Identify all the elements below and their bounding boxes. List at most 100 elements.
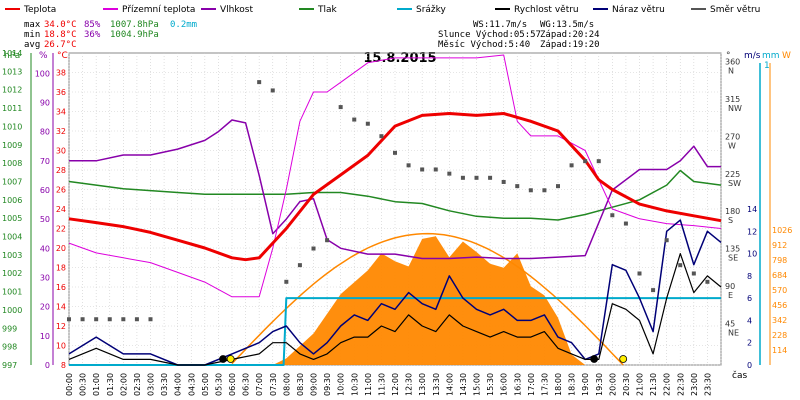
wind-dir-tick-degree: 315 — [725, 95, 740, 104]
stats-avg-temp: 26.7°C — [44, 40, 77, 50]
x-tick-label: 22:00 — [663, 373, 672, 396]
temperature-tick-label: 34 — [56, 108, 66, 117]
wind-dir-tick-compass: W — [728, 141, 736, 150]
wind-dir-tick-compass: E — [728, 291, 733, 300]
stats-min-press: 1004.9hPa — [110, 30, 159, 40]
legend-label: Směr větru — [710, 5, 760, 15]
sun-set-info: Západ:20:24 — [540, 30, 600, 40]
x-tick-label: 12:00 — [391, 373, 400, 396]
x-tick-label: 19:30 — [595, 373, 604, 396]
wind-dir-point — [705, 279, 710, 284]
moon-set-info: Západ:19:20 — [540, 40, 600, 50]
wind-dir-point — [460, 175, 465, 180]
pressure-tick-label: 1013 — [2, 67, 22, 76]
humidity-tick-label: 0 — [45, 361, 50, 370]
wind-dir-tick-compass: SE — [728, 254, 738, 263]
wind-dir-point — [637, 271, 642, 276]
radiation-tick-label: 912 — [772, 241, 787, 250]
x-tick-label: 09:00 — [310, 373, 319, 396]
temperature-tick-label: 24 — [56, 205, 66, 214]
stats-min-hum: 36% — [84, 30, 101, 40]
sun-rise-info: Slunce Východ:05:57 — [438, 30, 541, 40]
series-teplota-line — [68, 112, 722, 262]
x-tick-label: 13:00 — [418, 373, 427, 396]
humidity-tick-label: 10 — [40, 332, 50, 341]
pressure-tick-label: 1003 — [2, 251, 22, 260]
legend-label: Teplota — [23, 5, 56, 15]
x-tick-label: 08:00 — [282, 373, 291, 396]
x-tick-label: 13:30 — [432, 373, 441, 396]
sun-rise-marker — [226, 355, 235, 363]
temperature-tick-label: 26 — [56, 186, 66, 195]
x-tick-label: 12:30 — [405, 373, 414, 396]
wind-dir-point — [501, 179, 506, 184]
wind-dir-point — [365, 121, 370, 126]
legend: Teplota Přízemní teplota Vlhkost Tlak Srážky… — [5, 5, 760, 15]
x-tick-label: 18:00 — [554, 373, 563, 396]
wind-dir-point — [338, 105, 343, 110]
x-tick-label: 17:30 — [540, 373, 549, 396]
x-tick-label: 01:30 — [106, 373, 115, 396]
wind-dir-tick-compass: S — [728, 216, 733, 225]
wind-dir-point — [284, 279, 289, 284]
humidity-tick-label: 60 — [40, 186, 50, 195]
x-tick-label: 06:00 — [228, 373, 237, 396]
x-tick-label: 05:30 — [214, 373, 223, 396]
x-tick-label: 10:00 — [337, 373, 346, 396]
moon-rise-info: Měsíc Východ:5:40 — [438, 40, 530, 50]
wind-speed-axis-unit: m/s — [744, 51, 761, 61]
x-axis-label: čas — [732, 370, 747, 381]
right-axes: 360N315NW270W225SW180S135SE90E45NE141210… — [725, 57, 792, 370]
wind-dir-point — [623, 221, 628, 226]
pressure-tick-label: 1009 — [2, 141, 22, 150]
wind-dir-tick-degree: 360 — [725, 57, 740, 66]
pressure-tick-label: 1010 — [2, 122, 22, 131]
pressure-tick-label: 997 — [2, 361, 17, 370]
wind-dir-tick-compass: SW — [728, 179, 741, 188]
wind-dir-point — [325, 238, 330, 243]
wind-speed-tick-label: 14 — [747, 205, 757, 214]
wind-speed-tick-label: 6 — [747, 294, 752, 303]
x-tick-label: 11:00 — [364, 373, 373, 396]
wind-dir-point — [556, 184, 560, 189]
temperature-tick-label: 32 — [56, 127, 66, 136]
wind-dir-tick-compass: NW — [728, 104, 742, 113]
pressure-tick-label: 1014 — [2, 49, 22, 58]
wind-dir-point — [406, 163, 411, 168]
x-axis: 00:00 00:30 01:00 01:30 02:00 02:30 03:00 03:30… — [65, 373, 712, 396]
series-n-raz-v-tru-line — [68, 219, 722, 366]
wind-dir-tick-degree: 180 — [725, 207, 740, 216]
rain-axis-tick: 1 — [764, 61, 770, 71]
series-vlhkost-line — [69, 119, 721, 260]
humidity-tick-label: 50 — [40, 215, 50, 224]
wind-dir-point — [542, 188, 547, 193]
wind-dir-tick-degree: 270 — [725, 132, 740, 141]
pressure-tick-label: 1008 — [2, 159, 22, 168]
wind-dir-point — [67, 317, 71, 322]
x-tick-label: 18:30 — [568, 373, 577, 396]
left-axes: 1014101310121011101010091008100710061005… — [2, 49, 66, 370]
moon-rise-marker — [219, 355, 227, 363]
humidity-tick-label: 40 — [40, 244, 50, 253]
humidity-tick-label: 70 — [40, 157, 50, 166]
pressure-tick-label: 1007 — [2, 177, 22, 186]
stats-avg-label: avg — [24, 40, 40, 50]
legend-label: Srážky — [416, 5, 447, 15]
radiation-tick-label: 342 — [772, 316, 787, 325]
series-radiation-area — [69, 236, 721, 365]
x-tick-label: 02:00 — [119, 373, 128, 396]
wind-dir-point — [583, 159, 588, 164]
wind-dir-point — [379, 134, 384, 139]
wind-dir-point — [691, 271, 696, 276]
wind-speed-tick-label: 10 — [747, 250, 757, 259]
x-tick-label: 08:30 — [296, 373, 305, 396]
radiation-tick-label: 684 — [772, 271, 787, 280]
stats-max-rain: 0.2mm — [170, 20, 197, 30]
series-rychlost-v-tru-line — [68, 253, 722, 366]
humidity-tick-label: 100 — [35, 69, 50, 78]
wind-dir-point — [420, 167, 425, 172]
wind-dir-point — [134, 317, 139, 322]
legend-label: Rychlost větru — [514, 5, 579, 15]
x-tick-label: 15:00 — [473, 373, 482, 396]
pressure-tick-label: 1005 — [2, 214, 22, 223]
